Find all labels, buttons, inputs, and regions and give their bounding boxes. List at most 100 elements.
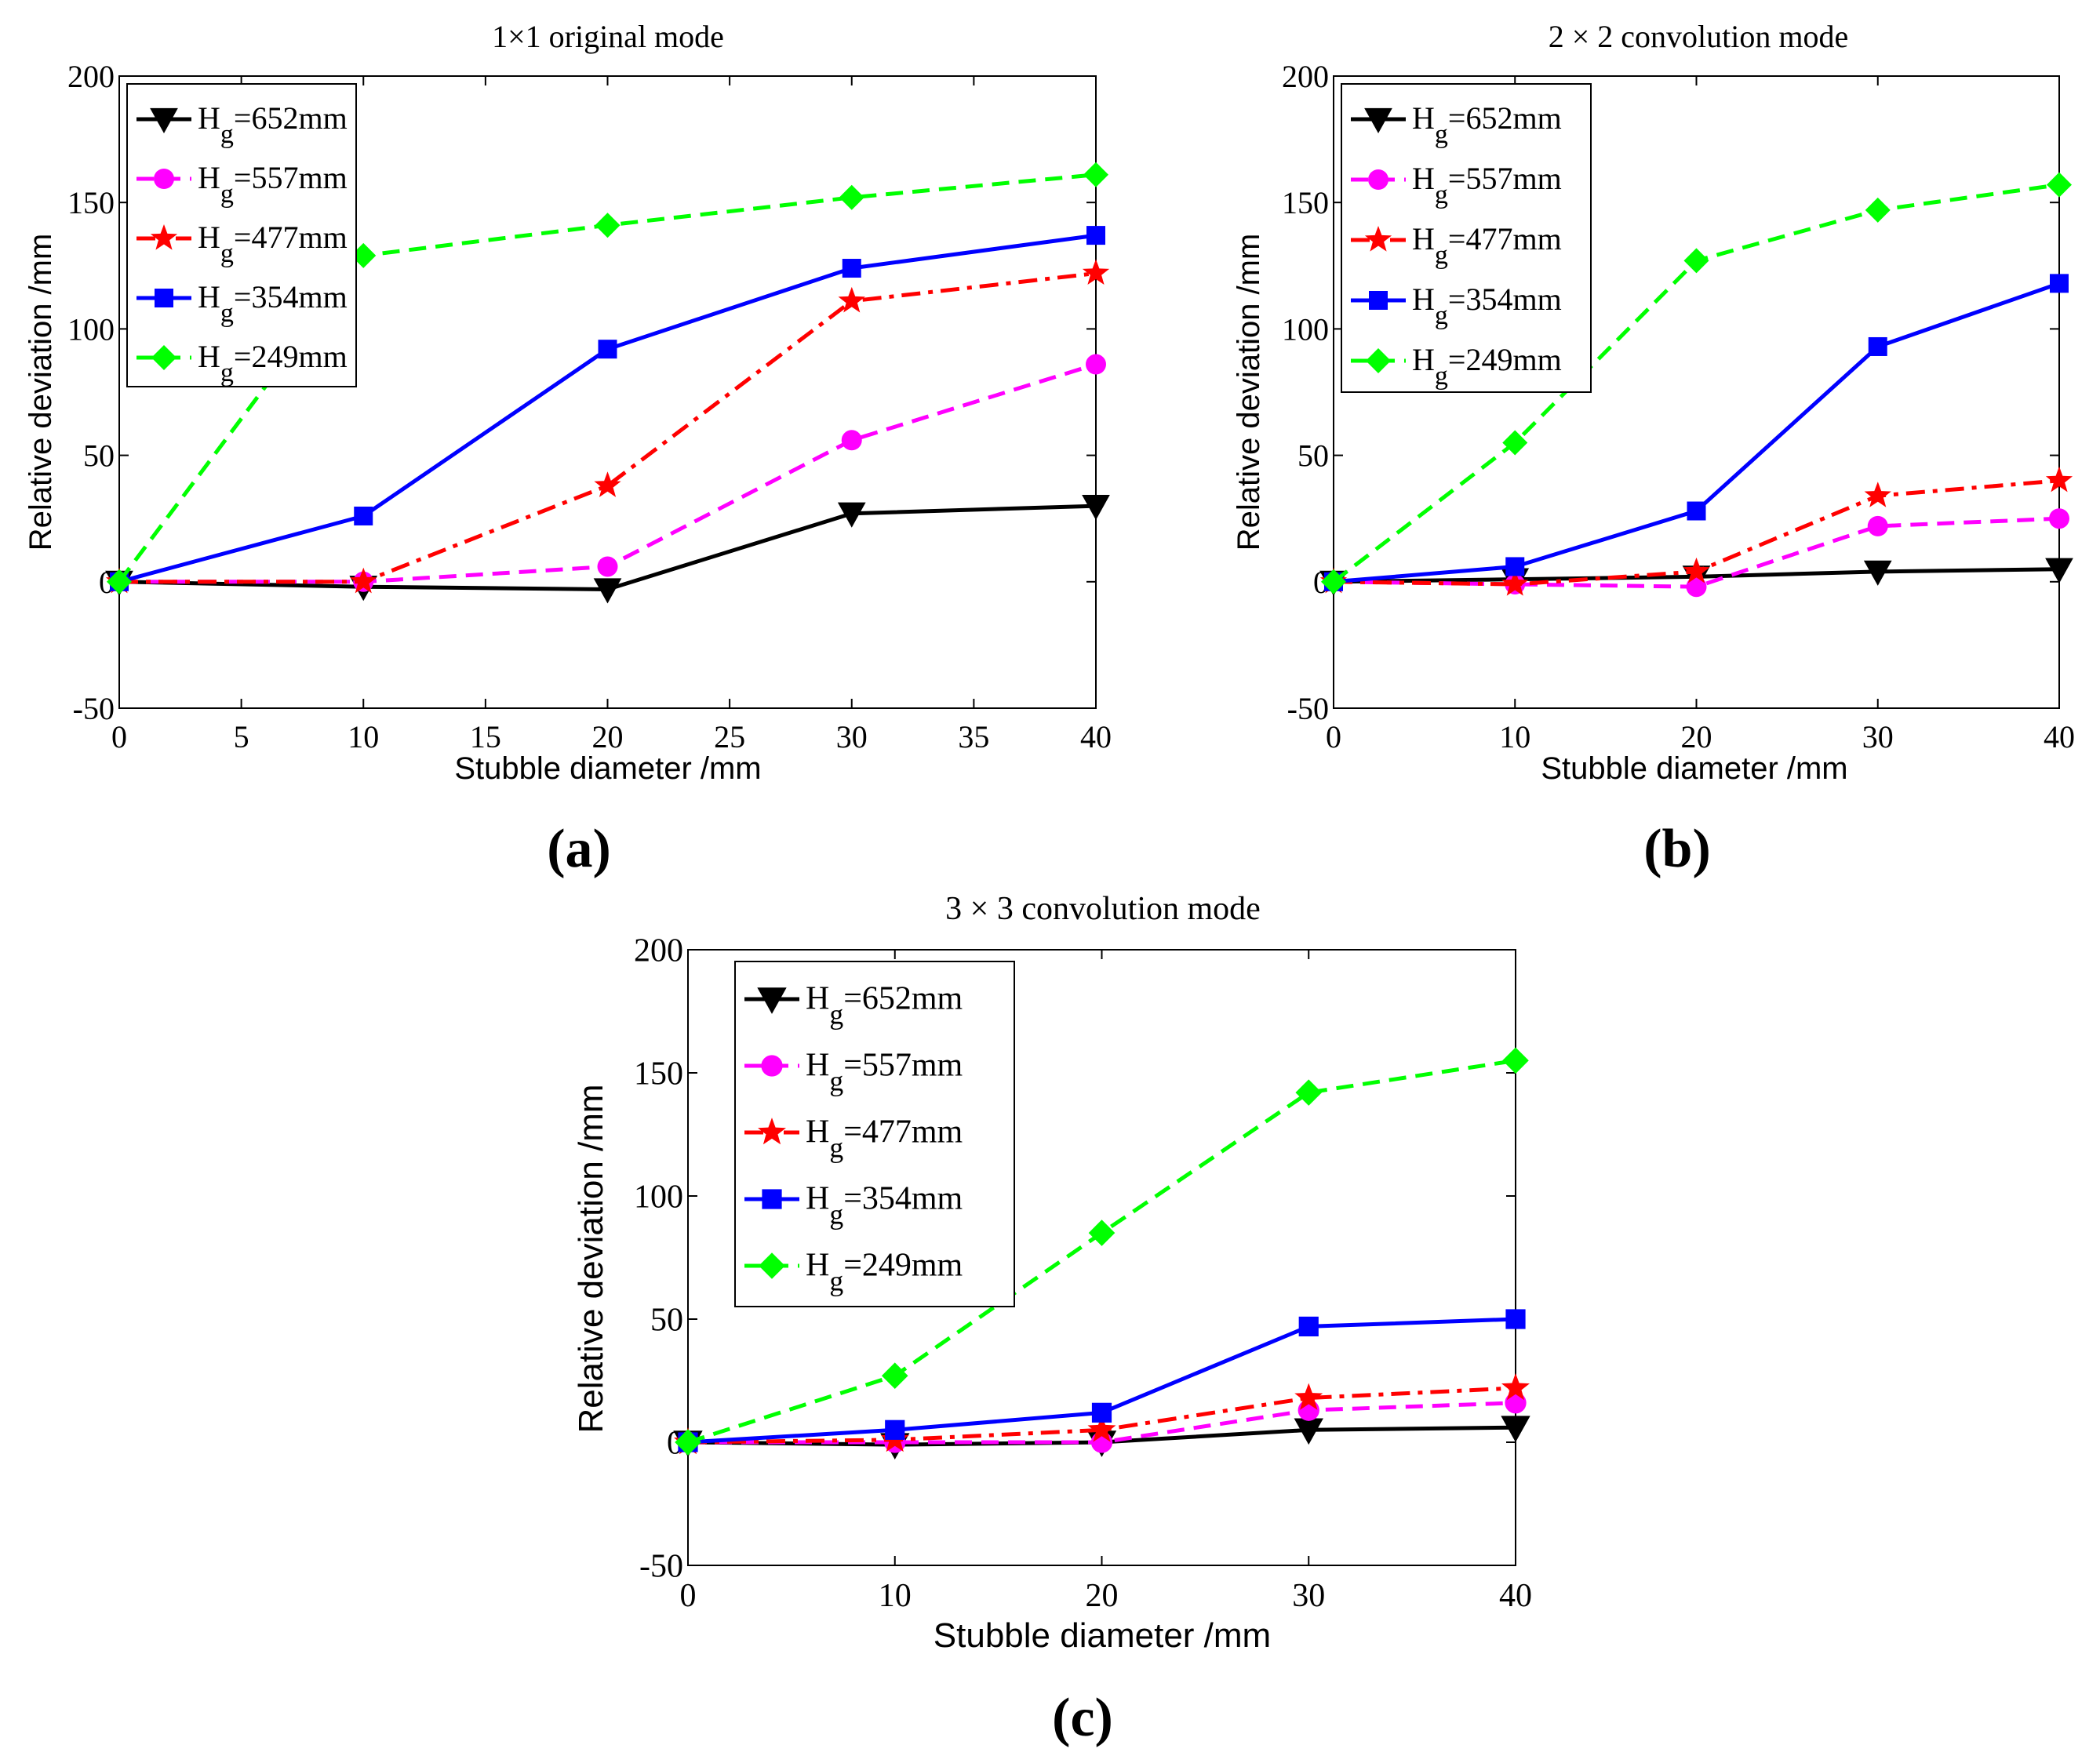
data-point-marker xyxy=(1295,1079,1323,1106)
x-tick-label: 10 xyxy=(348,719,379,754)
legend-marker xyxy=(150,107,178,134)
legend-marker xyxy=(1364,107,1392,134)
y-tick-label: 50 xyxy=(83,438,115,474)
panel-b-title: 2 × 2 convolution mode xyxy=(1549,19,1849,54)
data-point-marker xyxy=(1083,162,1108,187)
data-point-marker xyxy=(837,502,866,528)
data-point-marker xyxy=(1088,1220,1116,1246)
data-point-marker xyxy=(1501,570,1529,596)
panel-b-y-label: Relative deviation /mm xyxy=(1232,234,1266,551)
panel-c-x-label: Stubble diameter /mm xyxy=(934,1616,1271,1655)
legend-label-value: =249mm xyxy=(1448,342,1562,377)
data-point-marker xyxy=(595,213,621,238)
y-tick-label: 100 xyxy=(67,311,115,347)
legend-label-main: H xyxy=(198,100,220,136)
legend-label-subscript: g xyxy=(829,1132,843,1164)
data-point-marker xyxy=(2050,274,2069,293)
y-tick-label: 200 xyxy=(67,59,115,94)
data-point-marker xyxy=(1865,197,1891,223)
data-point-marker xyxy=(107,569,132,594)
legend-label-subscript: g xyxy=(829,1266,843,1297)
legend-label-value: =557mm xyxy=(234,160,348,195)
y-tick-label: 50 xyxy=(1297,438,1329,474)
legend-label-value: =354mm xyxy=(1448,282,1562,317)
data-point-marker xyxy=(1087,1415,1116,1442)
legend-marker xyxy=(154,169,174,189)
y-tick-label: 200 xyxy=(634,933,683,969)
x-tick-label: 0 xyxy=(680,1578,697,1614)
data-point-marker xyxy=(1683,248,1709,274)
legend-label-subscript: g xyxy=(829,1066,843,1097)
x-tick-label: 0 xyxy=(1326,719,1341,754)
data-point-marker xyxy=(1298,1316,1319,1337)
panel-c-caption: (c) xyxy=(1052,1688,1113,1748)
y-tick-label: -50 xyxy=(1287,691,1329,726)
legend-marker xyxy=(155,289,173,307)
legend-label-value: =477mm xyxy=(1448,221,1562,256)
data-point-marker xyxy=(1501,1416,1530,1443)
legend-label-value: =557mm xyxy=(843,1048,963,1084)
panel-c-title: 3 × 3 convolution mode xyxy=(945,891,1261,927)
legend-entry-label: Hg=249mm xyxy=(806,1248,963,1297)
legend-entry-label: Hg=477mm xyxy=(198,220,348,268)
legend-label-subscript: g xyxy=(220,358,234,387)
legend-label-subscript: g xyxy=(1435,362,1448,391)
legend-marker xyxy=(1368,169,1388,190)
legend-label-subscript: g xyxy=(1435,180,1448,209)
panel-a: 1×1 original mode Relative deviation /mm… xyxy=(24,19,1112,879)
legend-label-value: =477mm xyxy=(843,1114,963,1150)
legend-label-subscript: g xyxy=(220,120,234,149)
data-point-marker xyxy=(1501,1373,1530,1401)
data-point-marker xyxy=(593,578,622,604)
data-point-marker xyxy=(1868,336,1887,356)
legend-entry-label: Hg=652mm xyxy=(198,100,348,149)
legend-label-value: =249mm xyxy=(843,1248,963,1284)
data-point-marker xyxy=(350,567,377,594)
y-tick-label: -50 xyxy=(639,1549,683,1585)
panel-a-plot xyxy=(105,162,1110,604)
legend-entry-label: Hg=354mm xyxy=(198,279,348,328)
legend-marker xyxy=(757,987,787,1014)
legend-label-main: H xyxy=(806,1048,829,1084)
legend-entry-label: Hg=652mm xyxy=(1412,100,1562,149)
legend-marker xyxy=(1369,291,1388,310)
x-tick-label: 30 xyxy=(1862,719,1894,754)
legend-entry-label: Hg=354mm xyxy=(1412,282,1562,330)
data-point-marker xyxy=(1864,482,1891,507)
x-tick-label: 20 xyxy=(1086,1578,1119,1614)
data-point-marker xyxy=(594,471,621,497)
legend-label-main: H xyxy=(198,220,220,255)
y-tick-label: 100 xyxy=(1282,311,1329,347)
legend-marker xyxy=(759,1252,785,1279)
data-point-marker xyxy=(1863,560,1892,586)
data-point-marker xyxy=(841,430,862,451)
data-point-marker xyxy=(838,286,865,313)
legend-marker xyxy=(151,345,177,370)
panel-b-plot xyxy=(1319,172,2073,598)
data-point-marker xyxy=(1086,354,1106,375)
x-tick-label: 25 xyxy=(714,719,745,754)
data-point-marker xyxy=(881,1362,908,1390)
data-point-marker xyxy=(1091,1402,1112,1423)
x-tick-label: 5 xyxy=(234,719,249,754)
panel-a-x-label: Stubble diameter /mm xyxy=(454,751,761,786)
x-tick-label: 20 xyxy=(1681,719,1712,754)
data-point-marker xyxy=(598,340,617,359)
legend-marker xyxy=(762,1189,782,1209)
x-tick-label: 0 xyxy=(111,719,127,754)
legend-label-subscript: g xyxy=(220,180,234,209)
data-point-marker xyxy=(2045,558,2073,583)
data-point-marker xyxy=(842,259,861,278)
panel-c-plot xyxy=(673,1047,1530,1460)
legend-entry-label: Hg=477mm xyxy=(1412,221,1562,270)
legend-marker xyxy=(150,224,178,250)
legend-label-value: =557mm xyxy=(1448,161,1562,196)
legend-label-subscript: g xyxy=(220,239,234,268)
data-point-marker xyxy=(597,556,618,577)
legend-label-subscript: g xyxy=(829,1199,843,1230)
